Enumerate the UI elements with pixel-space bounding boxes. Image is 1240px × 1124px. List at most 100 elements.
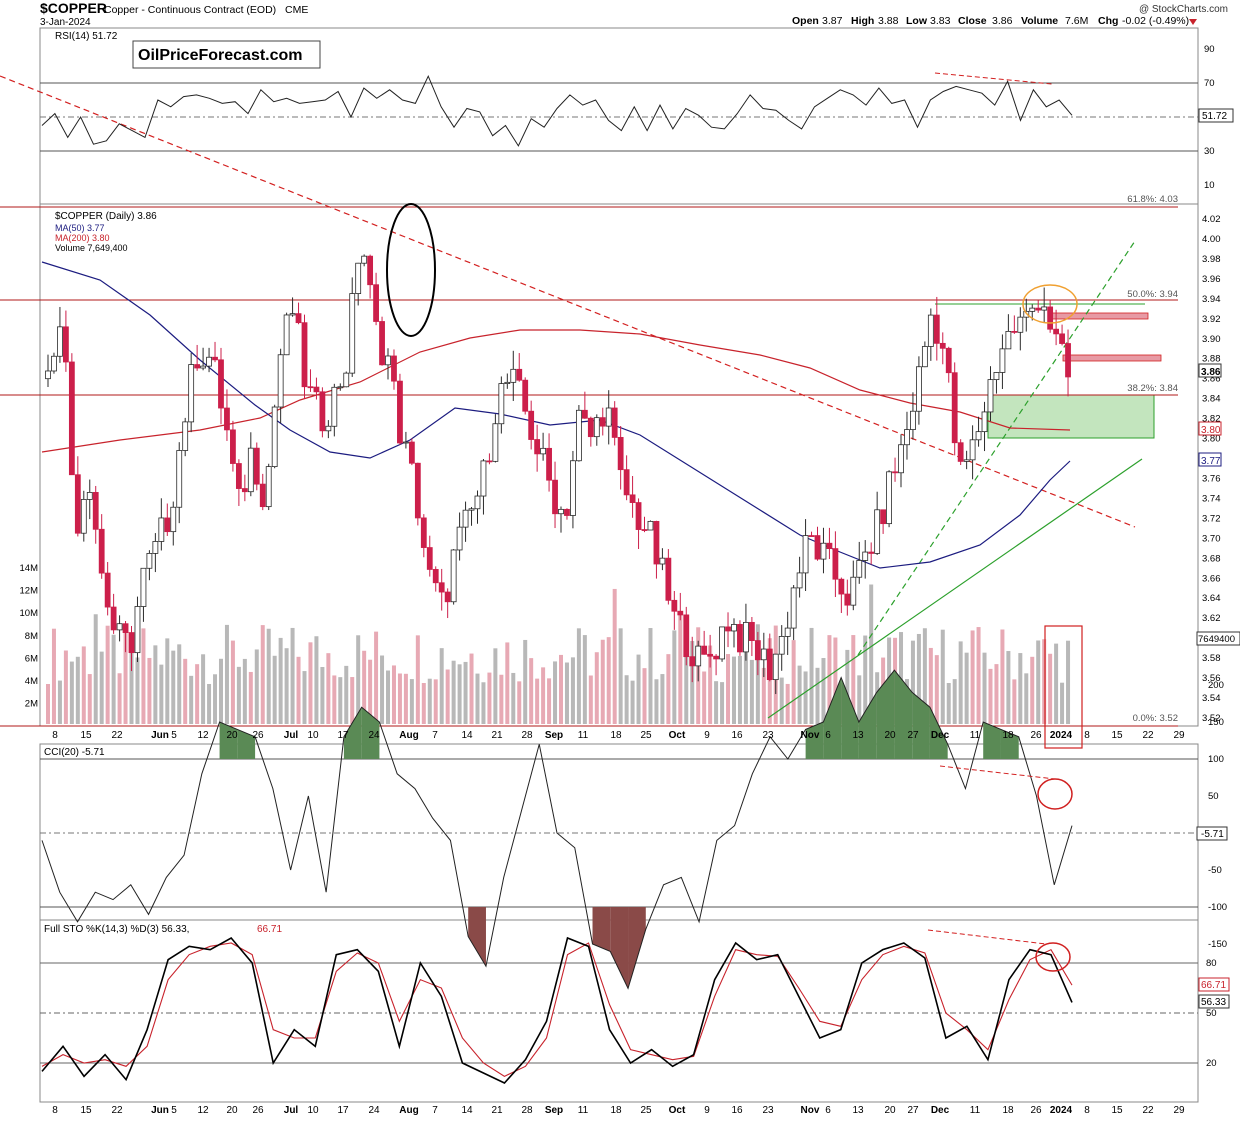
sto-legend: Full STO %K(14,3) %D(3) 56.33, xyxy=(44,924,189,935)
volume-bar xyxy=(356,635,361,724)
candle-body xyxy=(253,447,260,485)
volume-bar xyxy=(833,637,838,724)
cci-legend: CCI(20) -5.71 xyxy=(44,747,105,758)
symbol-description: Copper - Continuous Contract (EOD) xyxy=(104,4,276,16)
volume-bar xyxy=(117,673,122,724)
candle-body xyxy=(271,406,278,467)
close-tag: 3.86 xyxy=(1201,367,1221,378)
candle-body xyxy=(414,462,421,519)
x-axis-label: 23 xyxy=(762,730,774,741)
volume-bar xyxy=(612,588,617,724)
candle-body xyxy=(695,645,702,667)
rsi-tick-label: 30 xyxy=(1204,146,1215,157)
x-axis-label: Sep xyxy=(545,1105,563,1116)
cci-panel xyxy=(39,743,1199,921)
volume-bar xyxy=(541,667,546,724)
candle-body xyxy=(1029,307,1036,312)
volume-bar xyxy=(803,671,808,724)
volume-bar xyxy=(553,661,558,724)
volume-bar xyxy=(63,650,68,724)
candle-body xyxy=(528,410,535,440)
candle-body xyxy=(176,450,183,508)
volume-tag: 7649400 xyxy=(1198,634,1235,645)
volume-bar xyxy=(248,671,253,724)
volume-bar xyxy=(135,657,140,724)
x-axis-label: 20 xyxy=(226,1105,238,1116)
volume-bar xyxy=(81,646,86,724)
volume-bar xyxy=(582,635,587,724)
volume-bar xyxy=(195,664,200,724)
x-axis-label: 27 xyxy=(907,1105,919,1116)
candle-body xyxy=(689,656,696,667)
price-tick-label: 3.92 xyxy=(1202,314,1221,325)
volume-bar xyxy=(397,673,402,724)
rsi-legend: RSI(14) 51.72 xyxy=(55,31,118,42)
ma200-legend: MA(200) 3.80 xyxy=(55,233,110,243)
candle-body xyxy=(355,262,362,294)
volume-bar xyxy=(207,683,212,724)
sto-d-tag: 66.71 xyxy=(1201,980,1226,991)
x-axis-label: 15 xyxy=(1111,1105,1123,1116)
candle-body xyxy=(361,255,368,264)
candle-body xyxy=(593,417,600,438)
candle-body xyxy=(677,610,684,616)
close-value: 3.86 xyxy=(992,15,1013,27)
x-axis-label: 22 xyxy=(111,730,123,741)
open-value: 3.87 xyxy=(822,15,843,27)
candle-body xyxy=(1059,333,1065,344)
cci-line xyxy=(41,669,1073,990)
x-axis-label: 21 xyxy=(491,730,503,741)
candle-body xyxy=(224,407,230,431)
volume-bar xyxy=(1060,682,1065,724)
candle-body xyxy=(152,541,159,554)
volume-bar xyxy=(284,648,289,724)
candle-body xyxy=(987,379,994,413)
volume-bar xyxy=(678,613,683,724)
volume-bar xyxy=(1018,653,1023,724)
x-axis-label: 8 xyxy=(52,730,58,741)
cci-tick-label: 200 xyxy=(1208,680,1224,691)
fib-618-label: 61.8%: 4.03 xyxy=(1127,194,1178,205)
volume-bar xyxy=(606,637,611,724)
candle-body xyxy=(880,509,887,525)
price-tick-label: 3.88 xyxy=(1202,354,1221,365)
volume-bar xyxy=(296,656,301,724)
volume-bar xyxy=(350,677,355,724)
candle-body xyxy=(1017,316,1024,333)
chart-date: 3-Jan-2024 xyxy=(40,17,91,28)
candle-body xyxy=(116,623,123,631)
x-axis-label: 25 xyxy=(640,1105,652,1116)
volume-bar xyxy=(1012,679,1017,724)
sto-tick-label: 50 xyxy=(1206,1008,1217,1019)
volume-bar xyxy=(1042,639,1047,724)
x-axis-label: 29 xyxy=(1173,1105,1185,1116)
candle-body xyxy=(731,624,737,632)
x-axis-label: 10 xyxy=(307,730,319,741)
chg-label: Chg xyxy=(1098,15,1118,27)
x-axis-label: Aug xyxy=(399,730,418,741)
candle-body xyxy=(1011,330,1018,333)
candle-body xyxy=(349,293,356,374)
x-axis-label: Jun xyxy=(151,730,169,741)
volume-bar xyxy=(463,661,468,724)
cci-overbought-fill xyxy=(237,729,256,759)
symbol-title: $COPPER xyxy=(40,0,107,16)
volume-bar xyxy=(940,629,945,724)
candle-body xyxy=(737,624,743,653)
low-value: 3.83 xyxy=(930,15,951,27)
x-axis-label: Jul xyxy=(284,730,299,741)
volume-bar xyxy=(1024,673,1029,724)
volume-bar xyxy=(314,636,319,724)
volume-bar xyxy=(988,668,993,724)
candle-body xyxy=(856,560,863,578)
price-tick-label: 4.00 xyxy=(1202,234,1221,245)
price-tick-label: 3.76 xyxy=(1202,473,1221,484)
candle-body xyxy=(480,460,487,497)
price-tick-label: 3.80 xyxy=(1202,434,1221,445)
watermark: OilPriceForecast.com xyxy=(138,47,303,64)
price-tick-label: 3.58 xyxy=(1202,653,1221,664)
volume-bar xyxy=(946,683,951,724)
volume-bar xyxy=(403,673,408,724)
candle-body xyxy=(134,606,141,654)
volume-bar xyxy=(952,679,957,724)
